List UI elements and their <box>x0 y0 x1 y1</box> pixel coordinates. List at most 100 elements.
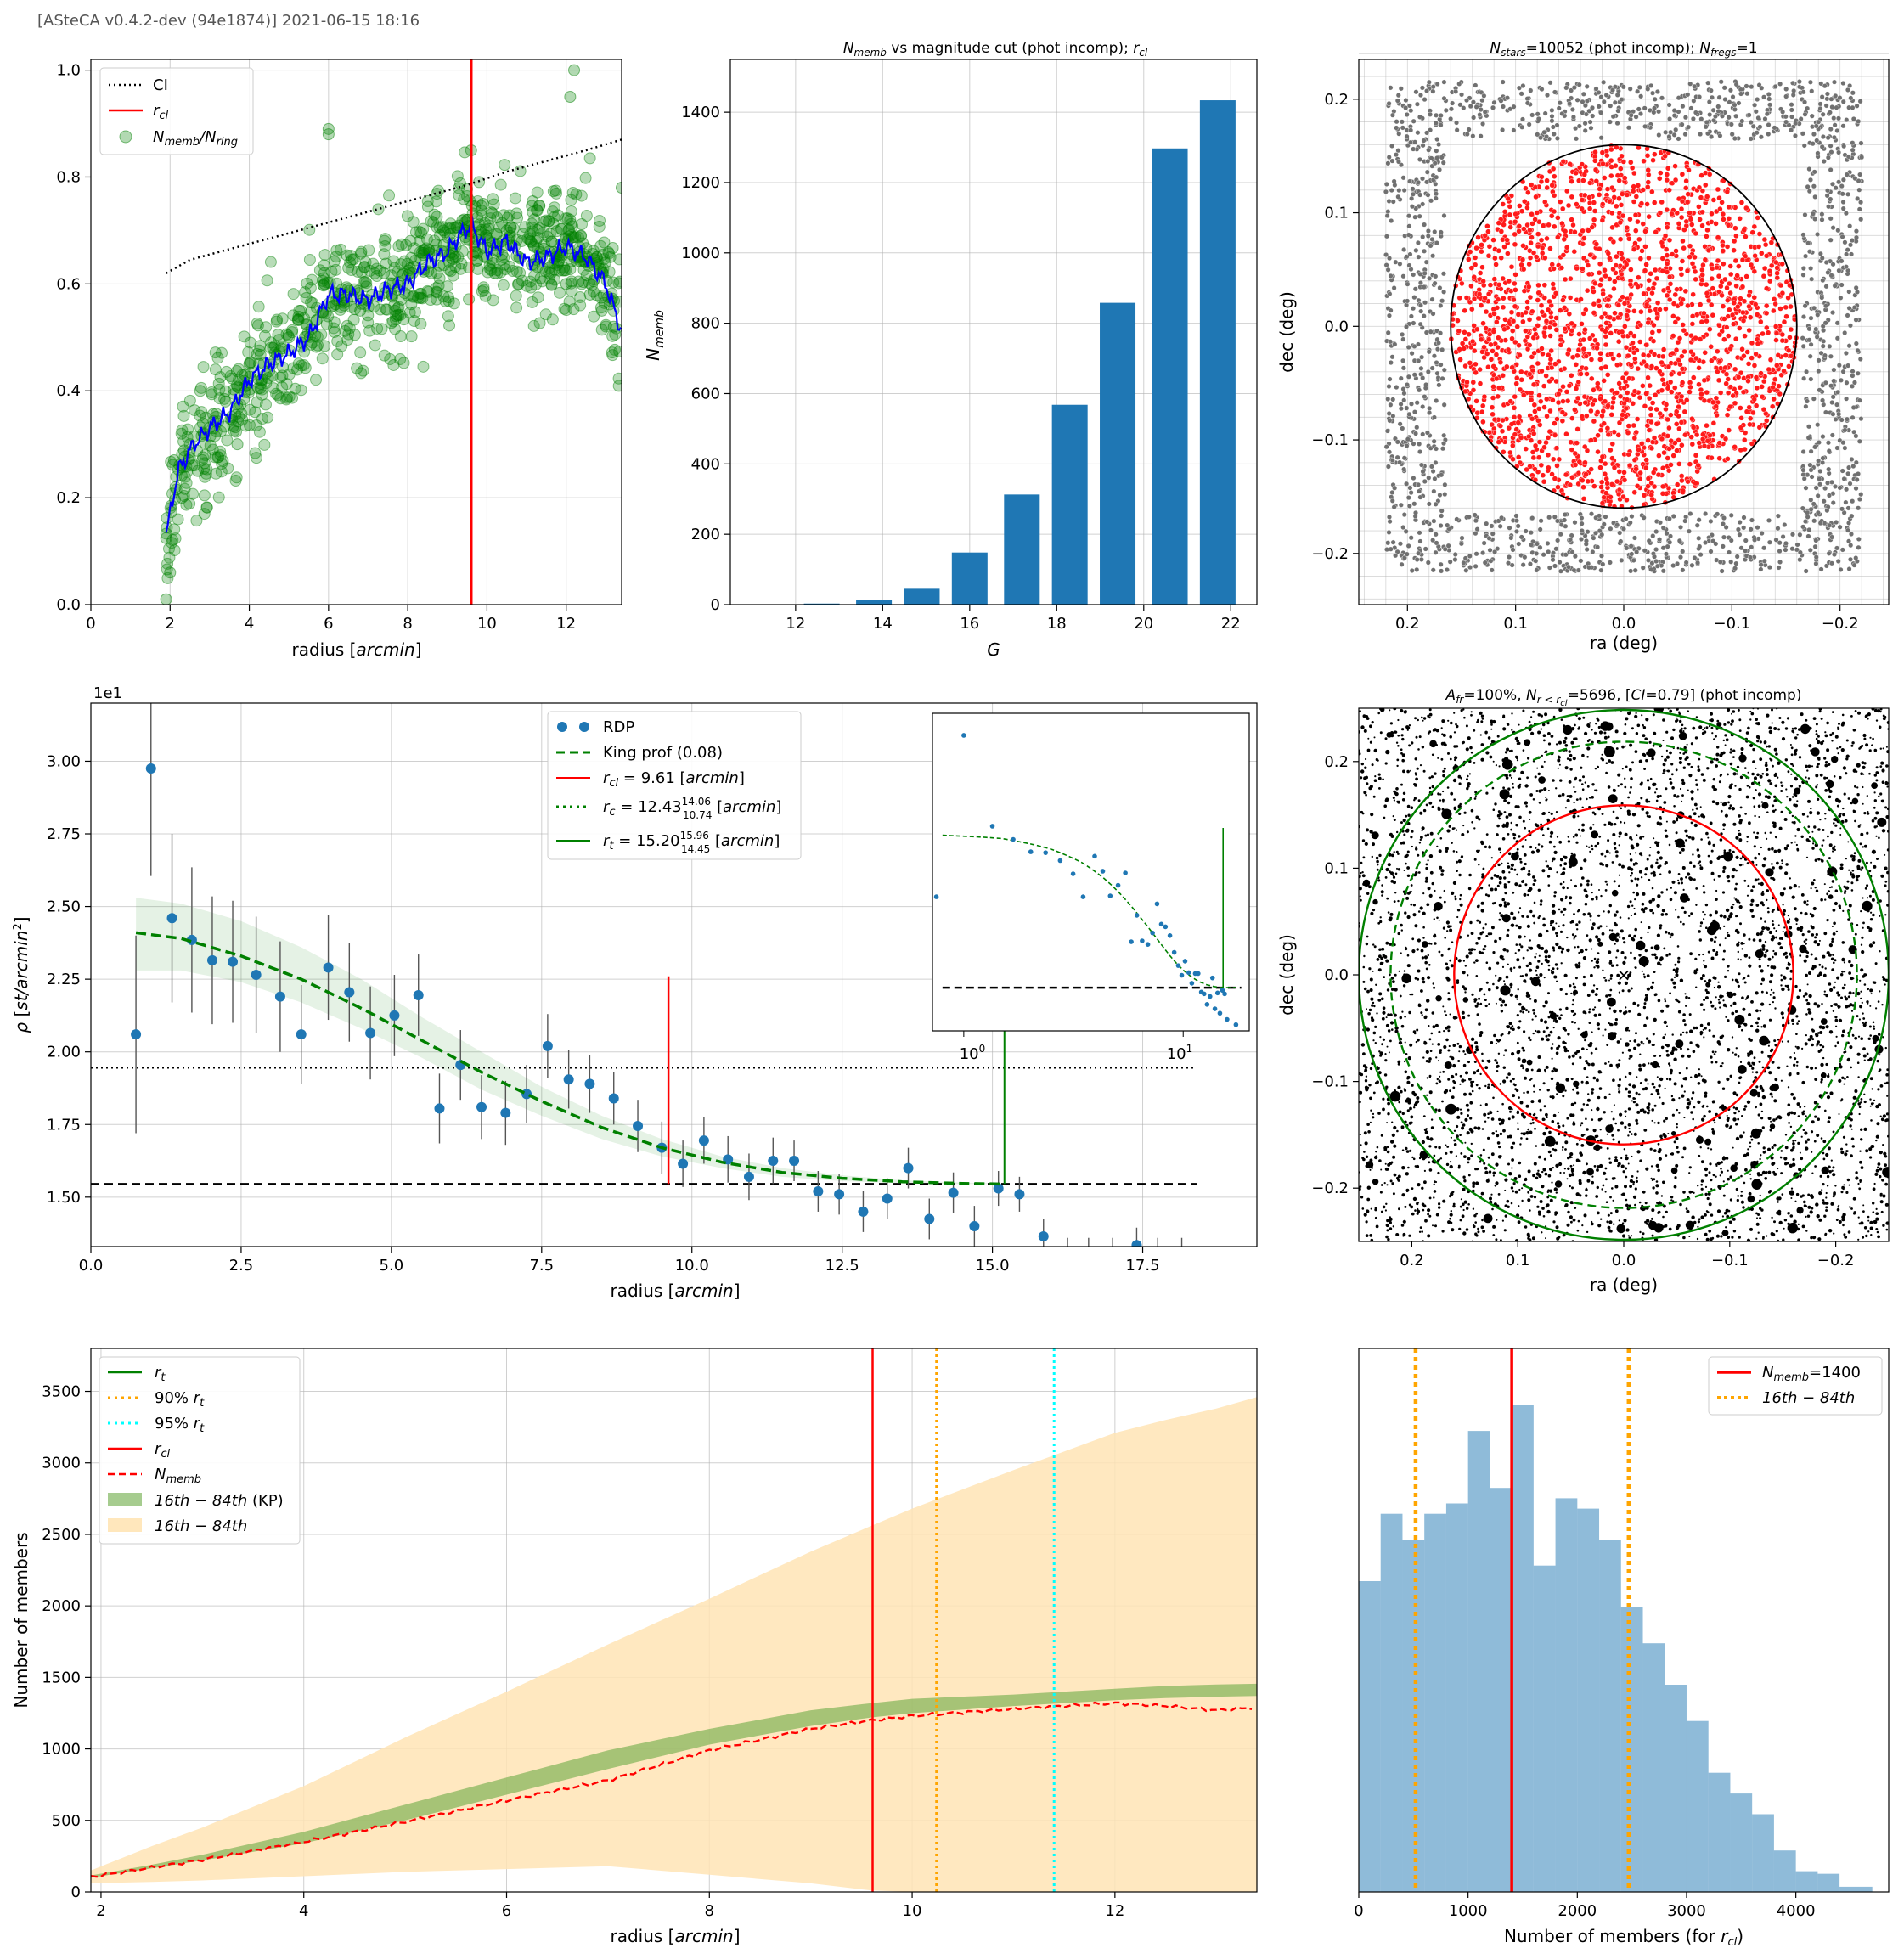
ratio-point <box>388 262 401 274</box>
ratio-point <box>572 231 584 244</box>
ratio-point <box>541 230 554 243</box>
ratio-point <box>580 269 593 282</box>
field-star <box>1636 106 1642 112</box>
field-star <box>1389 158 1395 164</box>
field-star <box>1442 492 1448 498</box>
cluster-star <box>1731 321 1737 327</box>
cluster-star <box>1741 227 1747 234</box>
field-star <box>1789 107 1794 113</box>
field-star <box>1523 528 1529 534</box>
field-star <box>1847 223 1853 229</box>
field-star <box>1395 194 1401 200</box>
cluster-star <box>1516 228 1522 234</box>
field-star <box>1384 213 1390 219</box>
cluster-star <box>1662 153 1668 159</box>
field-star <box>1845 527 1851 533</box>
field-star <box>1515 523 1521 529</box>
x-tick-label: 10 <box>477 615 497 633</box>
ratio-point <box>374 303 386 316</box>
cluster-star <box>1608 447 1614 453</box>
cluster-star <box>1581 235 1587 241</box>
ratio-point <box>212 451 225 464</box>
cluster-star <box>1545 307 1552 313</box>
ratio-point <box>214 371 227 384</box>
ratio-point <box>163 543 176 555</box>
cluster-star <box>1693 453 1699 459</box>
cluster-star <box>1541 404 1547 410</box>
field-star <box>1825 440 1831 446</box>
cluster-star <box>1694 468 1700 475</box>
field-star <box>1640 565 1646 571</box>
ratio-point <box>606 346 618 359</box>
y-tick-label: 1200 <box>681 174 720 192</box>
field-star <box>1513 528 1519 534</box>
ratio-point <box>331 335 344 347</box>
field-star <box>1687 81 1693 87</box>
cluster-star <box>1745 378 1751 384</box>
field-star <box>1433 195 1439 201</box>
field-star <box>1680 549 1686 554</box>
cluster-star <box>1699 267 1705 273</box>
ratio-point <box>595 324 608 336</box>
ratio-point <box>543 267 555 279</box>
field-star <box>1635 88 1641 94</box>
field-star <box>1710 538 1716 544</box>
cluster-star <box>1624 262 1630 267</box>
ratio-point <box>594 291 607 304</box>
field-star <box>1408 108 1414 114</box>
cluster-star <box>1614 362 1620 368</box>
field-star <box>1628 568 1634 574</box>
ratio-point <box>200 501 213 514</box>
field-star <box>1432 476 1438 481</box>
cluster-star <box>1535 297 1541 303</box>
field-star <box>1627 86 1633 92</box>
ratio-point <box>598 236 611 249</box>
ratio-point <box>196 453 209 466</box>
cluster-star <box>1725 390 1732 396</box>
field-star <box>1807 462 1813 468</box>
cluster-star <box>1518 262 1524 268</box>
field-star <box>1826 448 1832 454</box>
field-star <box>1856 118 1862 124</box>
field-star <box>1800 467 1806 473</box>
field-star <box>1584 83 1590 89</box>
field-star <box>1529 542 1535 548</box>
ratio-point <box>549 263 561 276</box>
cluster-star <box>1541 282 1547 288</box>
ratio-point <box>475 209 487 222</box>
cluster-star <box>1518 208 1525 214</box>
cluster-star <box>1602 267 1608 273</box>
ratio-point <box>232 415 245 428</box>
cluster-star <box>1646 277 1652 284</box>
field-star <box>1428 527 1434 533</box>
field-star <box>1772 125 1777 131</box>
field-star <box>1608 526 1614 532</box>
field-star <box>1575 567 1581 573</box>
cluster-star <box>1732 400 1738 407</box>
field-star <box>1688 105 1694 111</box>
ratio-point <box>220 365 233 378</box>
ratio-point <box>280 378 293 391</box>
ratio-point <box>306 273 318 286</box>
cluster-star <box>1602 175 1608 181</box>
field-star <box>1796 79 1802 85</box>
field-star <box>1411 409 1417 415</box>
cluster-star <box>1581 192 1588 199</box>
cluster-star <box>1478 302 1484 308</box>
cluster-star <box>1756 231 1763 237</box>
field-star <box>1398 502 1404 508</box>
ratio-point <box>372 203 385 216</box>
cluster-star <box>1618 202 1625 208</box>
field-star <box>1855 370 1861 376</box>
field-star <box>1718 79 1724 85</box>
cluster-star <box>1592 149 1598 155</box>
field-star <box>1434 148 1439 154</box>
field-star <box>1840 199 1846 205</box>
ratio-point <box>442 256 455 268</box>
field-star <box>1844 117 1850 123</box>
cluster-star <box>1607 314 1614 321</box>
cluster-star <box>1565 351 1571 357</box>
cluster-star <box>1710 420 1717 426</box>
field-star <box>1667 533 1673 539</box>
field-star <box>1500 79 1506 85</box>
